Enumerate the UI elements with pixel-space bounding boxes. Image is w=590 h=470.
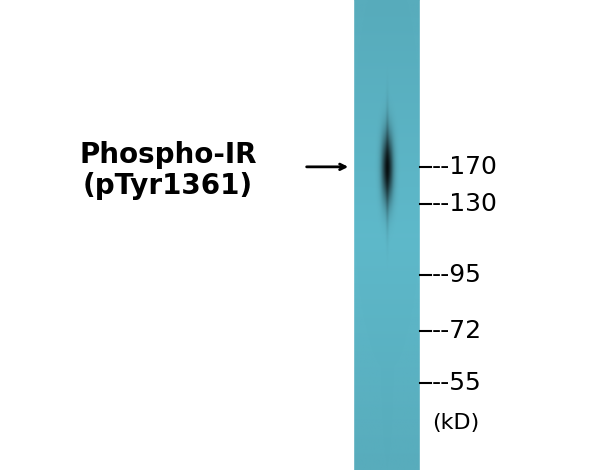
Text: (kD): (kD) (432, 413, 480, 433)
Text: --130: --130 (432, 192, 498, 217)
Text: --72: --72 (432, 319, 482, 344)
Text: --95: --95 (432, 263, 482, 287)
Text: (pTyr1361): (pTyr1361) (83, 172, 253, 200)
Text: Phospho-IR: Phospho-IR (80, 141, 257, 169)
Text: --170: --170 (432, 155, 498, 179)
Text: --55: --55 (432, 371, 482, 395)
